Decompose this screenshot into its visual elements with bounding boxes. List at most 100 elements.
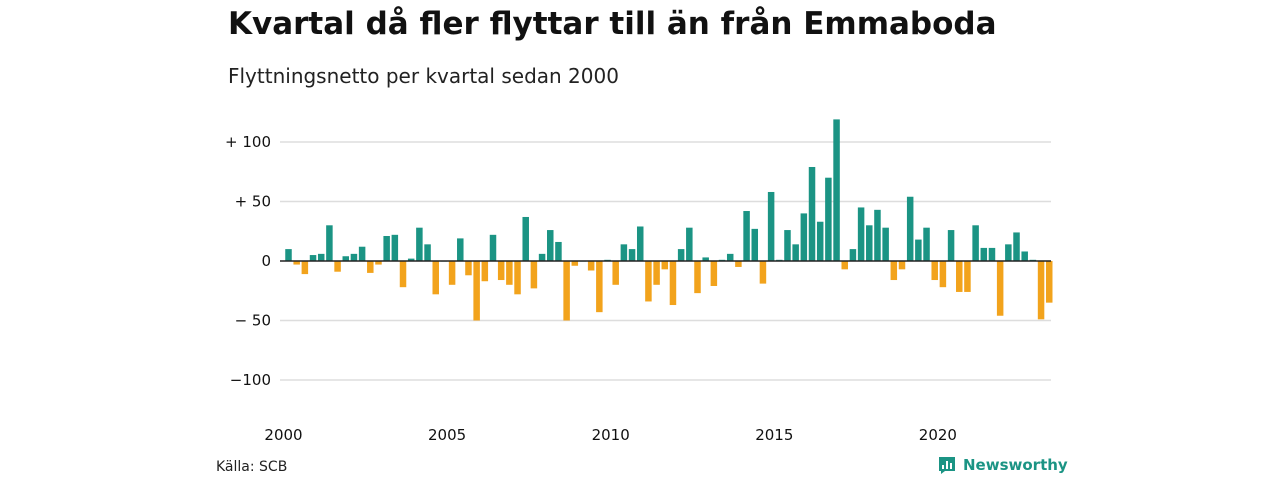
bar bbox=[996, 261, 1004, 316]
bar bbox=[407, 258, 415, 261]
bar bbox=[833, 119, 840, 261]
x-tick-label: 2000 bbox=[264, 426, 302, 444]
source-note: Källa: SCB bbox=[216, 459, 288, 475]
brand-name: Newsworthy bbox=[963, 456, 1068, 474]
bar bbox=[636, 226, 644, 261]
bar bbox=[547, 230, 554, 261]
bar bbox=[317, 253, 325, 261]
bar bbox=[915, 239, 922, 261]
bar bbox=[857, 207, 865, 261]
bar bbox=[309, 255, 317, 261]
bar bbox=[923, 227, 930, 261]
bar bbox=[628, 249, 636, 261]
bar bbox=[849, 249, 857, 261]
bar bbox=[841, 261, 848, 270]
bar bbox=[301, 261, 309, 275]
bar bbox=[874, 209, 881, 261]
x-tick-label: 2015 bbox=[755, 426, 793, 444]
bar bbox=[497, 261, 505, 281]
bar bbox=[653, 261, 660, 285]
bar bbox=[964, 261, 971, 292]
bar bbox=[481, 261, 489, 282]
bar bbox=[465, 261, 472, 276]
bar bbox=[391, 234, 399, 261]
bar bbox=[710, 261, 718, 286]
bar bbox=[563, 261, 570, 321]
y-tick-label: + 100 bbox=[225, 133, 271, 151]
bar bbox=[448, 261, 456, 285]
bar bbox=[988, 247, 996, 261]
bar bbox=[882, 227, 889, 261]
bar bbox=[972, 225, 979, 261]
bar bbox=[383, 236, 390, 261]
bar bbox=[326, 225, 333, 261]
y-tick-label: −100 bbox=[230, 371, 271, 389]
x-tick-label: 2020 bbox=[919, 426, 957, 444]
bar bbox=[587, 261, 595, 271]
bar bbox=[399, 261, 407, 288]
bar bbox=[726, 253, 734, 261]
newsworthy-logo: Newsworthy bbox=[937, 455, 1068, 475]
chart-title: Kvartal då fler flyttar till än från Emm… bbox=[228, 6, 997, 42]
bar bbox=[898, 261, 906, 270]
bar bbox=[457, 238, 464, 261]
bar bbox=[751, 228, 759, 261]
bar bbox=[293, 261, 300, 265]
bar bbox=[424, 244, 431, 261]
y-tick-label: − 50 bbox=[235, 312, 271, 330]
bar bbox=[743, 211, 750, 261]
bar bbox=[285, 249, 292, 261]
bar bbox=[890, 261, 898, 281]
bar bbox=[694, 261, 701, 294]
bar bbox=[522, 216, 529, 261]
bar bbox=[825, 177, 832, 261]
bar bbox=[1005, 244, 1012, 261]
bar bbox=[612, 261, 619, 285]
bar bbox=[1037, 261, 1045, 320]
bar bbox=[514, 261, 521, 295]
bar bbox=[669, 261, 677, 306]
bar bbox=[342, 256, 350, 261]
bar bbox=[416, 227, 423, 261]
bar bbox=[358, 246, 366, 261]
bar bbox=[702, 257, 709, 261]
bar bbox=[596, 261, 603, 313]
newsworthy-logo-icon bbox=[939, 457, 955, 474]
y-tick-label: + 50 bbox=[235, 193, 271, 211]
bar bbox=[334, 261, 341, 272]
bar bbox=[489, 234, 497, 261]
bar bbox=[767, 191, 775, 261]
bar bbox=[661, 261, 669, 270]
bar bbox=[677, 249, 685, 261]
bar bbox=[350, 253, 358, 261]
bar bbox=[645, 261, 652, 302]
bar bbox=[538, 253, 546, 261]
bar bbox=[816, 221, 824, 261]
bar bbox=[947, 230, 955, 261]
y-tick-label: 0 bbox=[261, 252, 271, 270]
bar bbox=[735, 261, 742, 267]
bar bbox=[808, 166, 816, 261]
bar bbox=[956, 261, 963, 292]
bar bbox=[530, 261, 538, 289]
bar bbox=[1021, 251, 1028, 261]
x-tick-label: 2005 bbox=[428, 426, 466, 444]
chart-subtitle: Flyttningsnetto per kvartal sedan 2000 bbox=[228, 64, 619, 88]
bar bbox=[620, 244, 628, 261]
bar bbox=[506, 261, 513, 285]
bar bbox=[980, 247, 988, 261]
bar bbox=[473, 261, 480, 321]
bar bbox=[571, 261, 579, 266]
bar bbox=[367, 261, 374, 273]
bar bbox=[375, 261, 382, 265]
bar bbox=[784, 230, 791, 261]
bar bbox=[555, 241, 562, 261]
bar bbox=[906, 196, 914, 261]
bar bbox=[939, 261, 947, 288]
bar bbox=[686, 227, 693, 261]
bar bbox=[759, 261, 767, 284]
bar bbox=[792, 244, 799, 261]
bar bbox=[1045, 261, 1053, 303]
bar bbox=[866, 225, 873, 261]
